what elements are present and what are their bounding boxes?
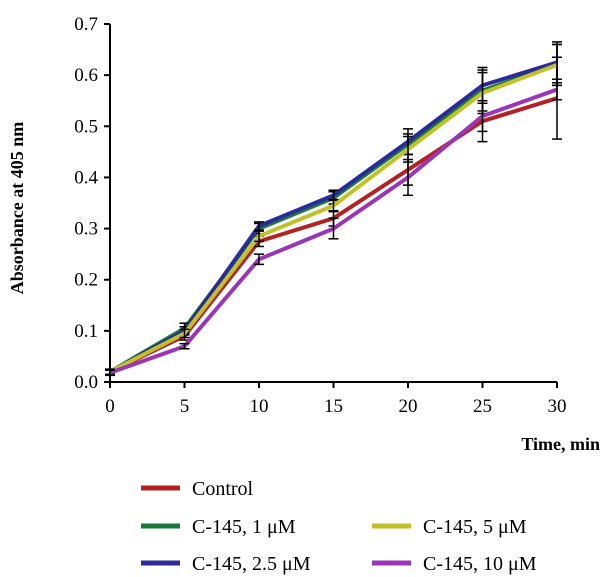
legend-label-c145-2-5um: C-145, 2.5 μM bbox=[192, 553, 311, 575]
legend-entry-control: Control bbox=[141, 478, 254, 500]
series-0 bbox=[105, 56, 562, 376]
y-tick-label: 0.1 bbox=[74, 321, 98, 342]
x-axis-title: Time, min bbox=[521, 434, 600, 454]
y-tick-label: 0.3 bbox=[74, 219, 98, 240]
series-4 bbox=[105, 78, 562, 377]
y-tick-label: 0.4 bbox=[74, 167, 98, 188]
y-axis-title: Absorbance at 405 nm bbox=[7, 122, 27, 295]
legend-label-control: Control bbox=[192, 478, 254, 500]
x-tick-label: 15 bbox=[324, 396, 343, 417]
y-tick-label: 0.6 bbox=[74, 65, 98, 86]
legend-label-c145-1um: C-145, 1 μM bbox=[192, 516, 296, 538]
x-tick-label: 30 bbox=[548, 396, 567, 417]
series-3 bbox=[105, 43, 562, 376]
x-tick-label: 5 bbox=[180, 396, 190, 417]
x-ticks: 0 5 10 15 20 25 30 bbox=[105, 382, 567, 417]
y-ticks: 0.0 0.1 0.2 0.3 0.4 0.5 0.6 0.7 bbox=[74, 14, 110, 393]
legend-label-c145-5um: C-145, 5 μM bbox=[423, 516, 527, 538]
legend-entry-c145-5um: C-145, 5 μM bbox=[372, 516, 527, 538]
y-tick-label: 0.7 bbox=[74, 14, 98, 35]
y-tick-label: 0.5 bbox=[74, 116, 98, 137]
legend-label-c145-10um: C-145, 10 μM bbox=[423, 553, 537, 575]
legend-entry-c145-2-5um: C-145, 2.5 μM bbox=[141, 553, 311, 575]
x-tick-label: 20 bbox=[399, 396, 418, 417]
legend-entry-c145-10um: C-145, 10 μM bbox=[372, 553, 537, 575]
y-tick-label: 0.0 bbox=[74, 372, 98, 393]
legend: Control C-145, 1 μM C-145, 5 μM C-145, 2… bbox=[141, 478, 537, 575]
series-layer bbox=[105, 41, 562, 377]
y-tick-label: 0.2 bbox=[74, 270, 98, 291]
x-tick-label: 0 bbox=[105, 396, 115, 417]
x-tick-label: 25 bbox=[473, 396, 492, 417]
x-tick-label: 10 bbox=[250, 396, 269, 417]
legend-entry-c145-1um: C-145, 1 μM bbox=[141, 516, 296, 538]
